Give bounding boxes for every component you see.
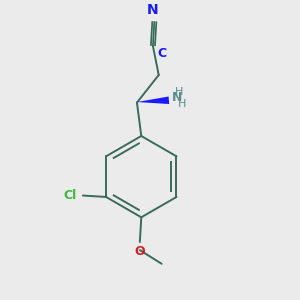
Text: N: N xyxy=(172,91,183,104)
Text: N: N xyxy=(147,3,159,17)
Text: H: H xyxy=(175,87,183,97)
Text: O: O xyxy=(134,245,145,258)
Text: H: H xyxy=(178,99,186,109)
Text: Cl: Cl xyxy=(64,189,77,202)
Polygon shape xyxy=(137,97,169,104)
Text: C: C xyxy=(158,47,167,60)
